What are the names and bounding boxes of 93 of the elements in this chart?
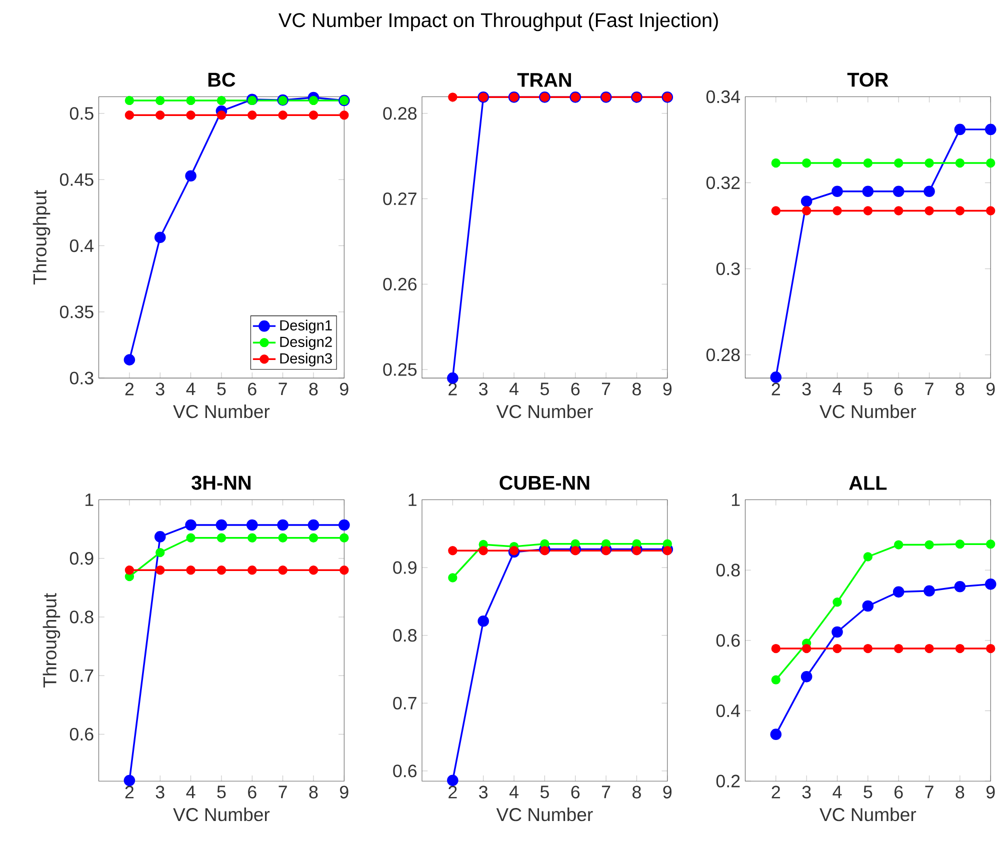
chart-title: TOR (847, 72, 888, 87)
y-tick-label: 0.28 (706, 348, 740, 362)
legend-label: Design2 (280, 336, 332, 350)
x-tick-label: 8 (632, 786, 641, 798)
x-tick-label: 7 (278, 786, 287, 798)
x-tick-label: 7 (925, 382, 934, 396)
x-tick-label: 6 (248, 786, 256, 798)
x-tick-label: 4 (832, 786, 842, 798)
x-tick-label: 9 (986, 786, 995, 798)
y-tick-label: 0.35 (60, 306, 94, 318)
x-tick-label: 8 (309, 786, 318, 798)
chart-title: 3H-NN (192, 476, 250, 490)
text: VC Number Impact on Throughput (Fast Injection) (278, 12, 718, 32)
y-tick-label: 0.8 (393, 629, 417, 642)
legend-label: Design3 (280, 352, 332, 366)
y-tick-label: 0.32 (706, 176, 740, 190)
y-tick-label: 0.4 (70, 239, 94, 252)
chart-title: BC (208, 72, 236, 87)
y-tick-label: 0.25 (383, 363, 417, 376)
chart-title: CUBE-NN (500, 476, 590, 490)
x-tick-label: 9 (340, 786, 348, 798)
y-tick-label: 0.6 (393, 764, 417, 778)
x-tick-label: 9 (663, 786, 672, 798)
y-tick-label: 0.3 (716, 262, 740, 276)
x-tick-label: 7 (602, 382, 610, 396)
y-tick-label: 0.5 (70, 107, 94, 120)
y-tick-label: 0.6 (716, 634, 740, 647)
x-tick-label: 9 (340, 382, 348, 396)
x-tick-label: 4 (186, 382, 196, 396)
y-tick-label: 0.7 (70, 669, 94, 682)
x-tick-label: 7 (602, 786, 610, 798)
x-tick-label: 8 (309, 382, 318, 396)
x-tick-label: 2 (125, 786, 134, 798)
y-tick-label: 0.28 (383, 107, 417, 120)
x-axis-title: VC Number (820, 404, 916, 418)
y-tick-label: 0.8 (70, 610, 94, 624)
x-tick-label: 3 (802, 382, 811, 396)
x-tick-label: 5 (540, 786, 549, 798)
x-tick-label: 3 (479, 786, 488, 798)
x-tick-label: 2 (125, 382, 134, 396)
x-axis-title: VC Number (173, 404, 270, 418)
x-tick-label: 3 (156, 786, 164, 798)
x-axis-title: VC Number (173, 808, 270, 822)
y-axis-title: Throughput (42, 593, 60, 688)
y-tick-label: 0.27 (383, 192, 416, 206)
y-tick-label: 0.45 (60, 173, 94, 186)
x-tick-label: 9 (986, 382, 995, 396)
chart-title: TRAN (517, 73, 571, 87)
x-axis-title: VC Number (496, 404, 593, 418)
x-tick-label: 3 (156, 382, 164, 396)
x-tick-label: 6 (894, 382, 903, 396)
x-tick-label: 5 (864, 382, 872, 396)
x-axis-title: VC Number (496, 808, 593, 822)
y-tick-label: 0.9 (70, 552, 94, 565)
y-tick-label: 0.7 (393, 696, 416, 710)
y-tick-label: 0.34 (706, 90, 740, 104)
x-tick-label: 4 (186, 786, 196, 798)
x-tick-label: 3 (802, 786, 811, 798)
y-tick-label: 1 (732, 494, 740, 506)
y-tick-label: 0.2 (716, 774, 740, 788)
y-tick-label: 0.6 (70, 728, 94, 741)
x-axis-title: VC Number (820, 808, 916, 822)
x-tick-label: 4 (832, 382, 842, 396)
y-tick-label: 0.3 (70, 372, 94, 384)
y-tick-label: 0.26 (383, 278, 417, 291)
y-tick-label: 0.4 (716, 704, 740, 718)
x-tick-label: 5 (864, 786, 872, 798)
x-tick-label: 6 (894, 786, 903, 798)
x-tick-label: 8 (632, 382, 641, 396)
x-tick-label: 9 (663, 382, 672, 396)
y-tick-label: 0.8 (716, 564, 740, 576)
x-tick-label: 2 (772, 786, 780, 798)
x-tick-label: 2 (448, 786, 457, 798)
x-tick-label: 8 (956, 382, 964, 396)
x-tick-label: 5 (217, 382, 226, 396)
x-tick-label: 7 (925, 786, 934, 798)
y-tick-label: 1 (86, 494, 94, 506)
x-tick-label: 6 (248, 382, 256, 396)
x-tick-label: 4 (509, 382, 518, 396)
x-tick-label: 6 (571, 786, 580, 798)
y-tick-label: 0.9 (393, 561, 416, 574)
y-tick-label: 1 (408, 494, 416, 506)
x-tick-label: 5 (540, 382, 549, 396)
y-axis-title: Throughput (32, 190, 50, 284)
chart-title: ALL (849, 476, 887, 490)
x-tick-label: 7 (278, 382, 287, 396)
legend-label: Design1 (280, 320, 332, 334)
x-tick-label: 6 (571, 382, 580, 396)
x-tick-label: 3 (479, 382, 488, 396)
x-tick-label: 2 (772, 382, 780, 396)
x-tick-label: 5 (217, 786, 226, 798)
x-tick-label: 4 (509, 786, 518, 798)
x-tick-label: 8 (956, 786, 964, 798)
